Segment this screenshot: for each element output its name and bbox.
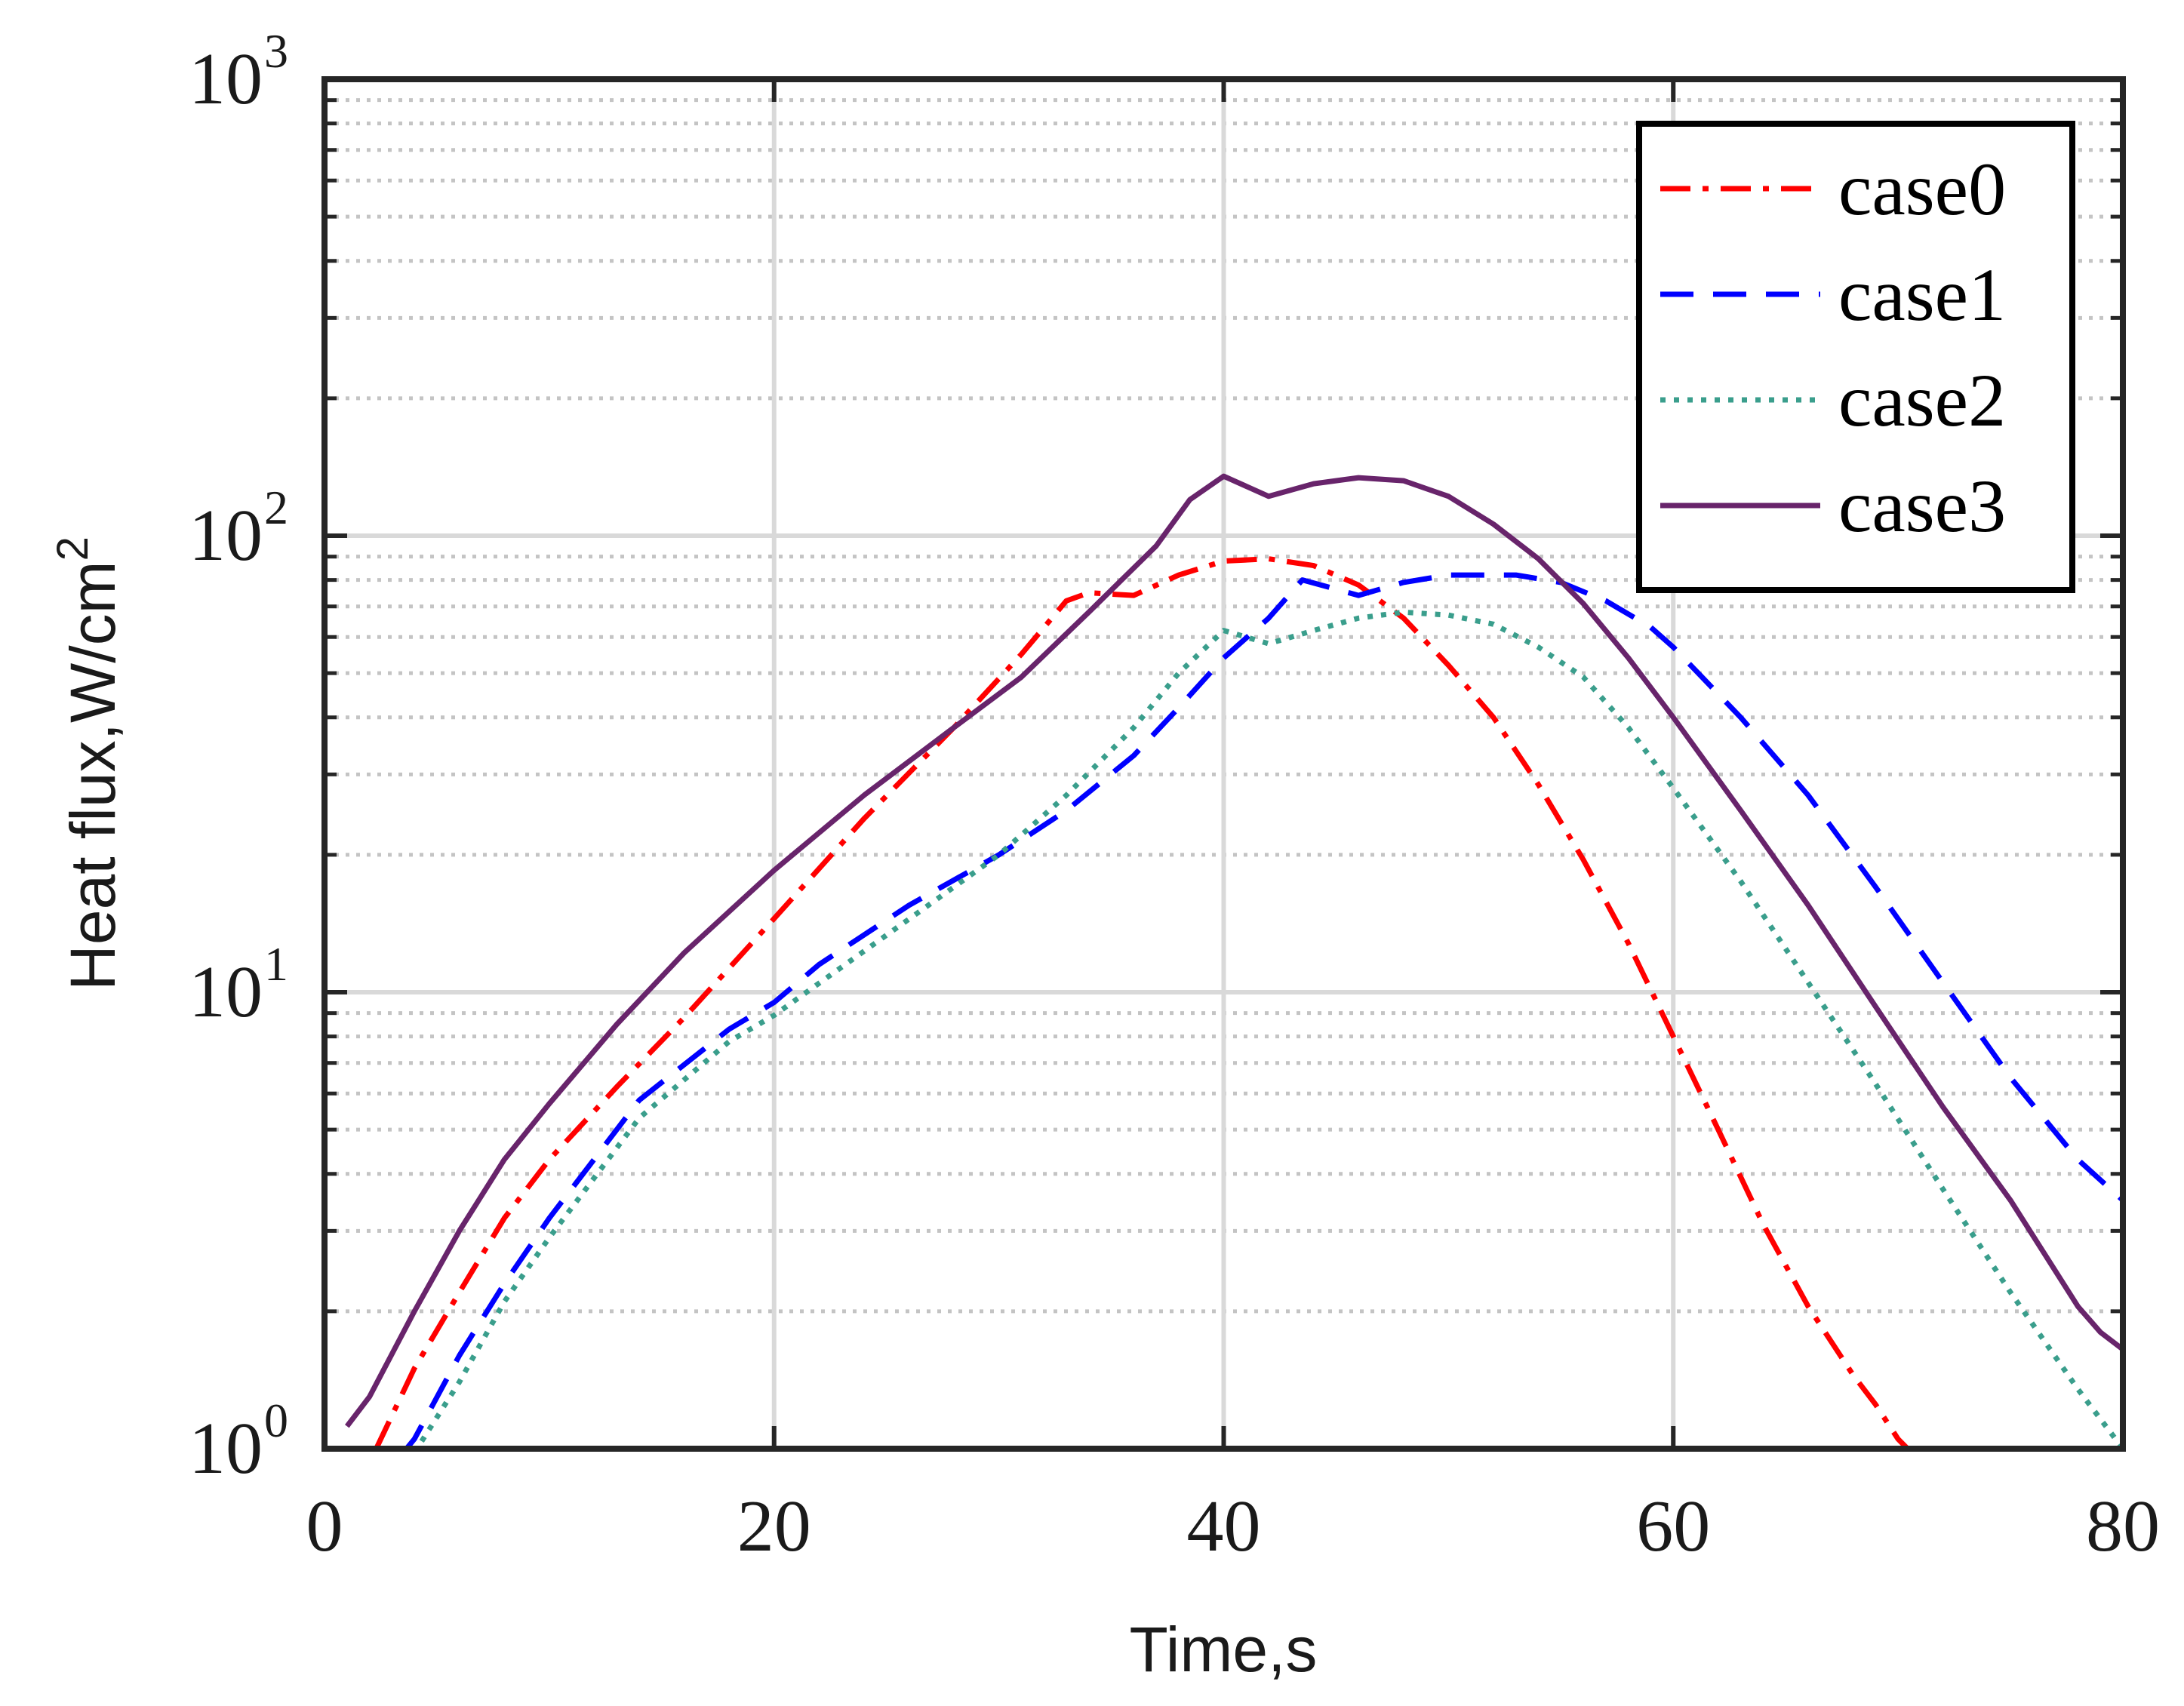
x-tick-label: 0: [306, 1486, 343, 1567]
series-line-case0: [374, 556, 1912, 1449]
series-lines: [345, 473, 2123, 1449]
series-line-case2: [414, 609, 2123, 1449]
y-tick-label: 10: [189, 38, 263, 120]
legend-label-case0: case0: [1838, 147, 2006, 231]
y-tick-exponent: 1: [264, 937, 288, 991]
grid: [325, 79, 2123, 1449]
legend: case0 case1 case2 case3: [1636, 121, 2075, 593]
x-tick-label: 60: [1636, 1486, 1710, 1567]
series-line-case3: [345, 473, 2123, 1428]
y-axis-label-exponent: 2: [48, 536, 97, 561]
y-tick-exponent: 3: [264, 24, 288, 78]
x-axis-ticks: 0 20 40 60 80: [306, 79, 2160, 1567]
y-tick-label: 10: [189, 951, 263, 1033]
x-tick-label: 40: [1187, 1486, 1261, 1567]
y-axis-label-text: Heat flux,W/cm: [57, 561, 128, 990]
legend-label-case2: case2: [1838, 358, 2006, 442]
y-axis-label: Heat flux,W/cm2: [48, 536, 128, 991]
x-axis-label: Time,s: [1130, 1614, 1318, 1685]
y-tick-exponent: 2: [264, 481, 288, 534]
x-tick-label: 80: [2086, 1486, 2160, 1567]
legend-box: [1636, 121, 2075, 593]
series-line-case1: [403, 572, 2123, 1449]
legend-label-case1: case1: [1838, 253, 2006, 337]
y-tick-label: 10: [189, 495, 263, 576]
y-tick-label: 10: [189, 1408, 263, 1489]
y-tick-exponent: 0: [264, 1394, 288, 1447]
x-tick-label: 20: [737, 1486, 811, 1567]
legend-label-case3: case3: [1838, 464, 2006, 548]
